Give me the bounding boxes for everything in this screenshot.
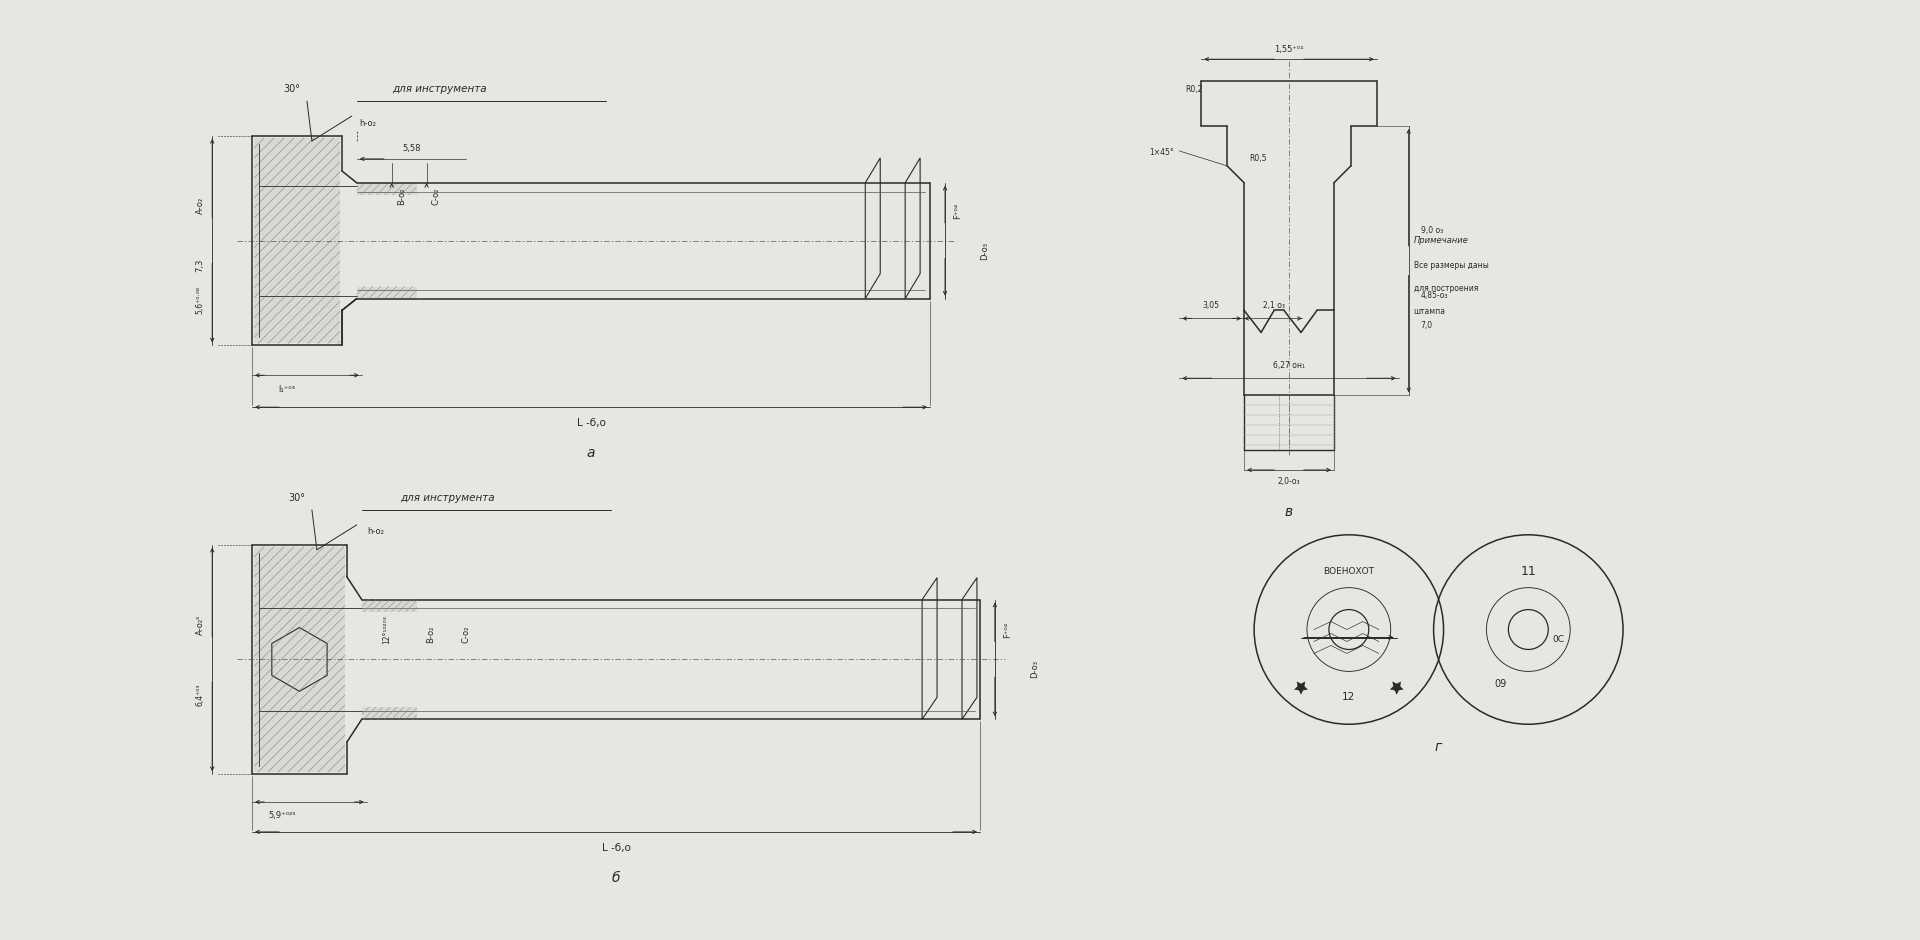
Bar <box>253 138 340 343</box>
Text: для построения: для построения <box>1413 284 1478 293</box>
Text: в: в <box>1284 505 1292 519</box>
Text: 2,1 o₃: 2,1 o₃ <box>1263 301 1284 310</box>
Text: B-o₂: B-o₂ <box>426 626 436 643</box>
Text: A-o₂: A-o₂ <box>196 197 205 214</box>
Text: г: г <box>1434 740 1442 754</box>
Text: h-o₂: h-o₂ <box>367 527 384 537</box>
Bar <box>357 287 417 299</box>
Text: D-o₃: D-o₃ <box>979 242 989 259</box>
Text: 4,85-o₃: 4,85-o₃ <box>1421 291 1448 300</box>
Text: A-o₂⁵: A-o₂⁵ <box>196 615 205 634</box>
Polygon shape <box>1294 682 1308 695</box>
Text: F⁺⁰⁴: F⁺⁰⁴ <box>1002 621 1012 637</box>
Bar <box>253 547 346 772</box>
Text: 3,05: 3,05 <box>1202 301 1219 310</box>
Text: 1,55⁺⁰¹: 1,55⁺⁰¹ <box>1275 45 1304 54</box>
Bar <box>361 600 417 612</box>
Text: Все размеры даны: Все размеры даны <box>1413 261 1488 270</box>
Text: 12°¹⁰²⁰³: 12°¹⁰²⁰³ <box>382 615 390 644</box>
Text: 6,27 oн₁: 6,27 oн₁ <box>1273 361 1306 369</box>
Text: 5,58: 5,58 <box>403 145 420 153</box>
Text: ВОЕНОХОТ: ВОЕНОХОТ <box>1323 567 1375 576</box>
Text: D-o₃: D-o₃ <box>1029 661 1039 679</box>
Text: 2,0-o₃: 2,0-o₃ <box>1277 478 1300 487</box>
Text: R0,2: R0,2 <box>1185 85 1202 94</box>
Text: 7,3: 7,3 <box>196 258 205 273</box>
Text: 0С: 0С <box>1551 635 1565 644</box>
Text: F⁺⁰⁴: F⁺⁰⁴ <box>952 203 962 219</box>
Text: l₁⁺⁰³: l₁⁺⁰³ <box>278 384 296 394</box>
Text: L -б,о: L -б,о <box>601 843 630 853</box>
Text: L -б,о: L -б,о <box>576 418 605 428</box>
Text: a: a <box>588 446 595 460</box>
Text: 11: 11 <box>1521 565 1536 578</box>
Text: 12: 12 <box>1342 693 1356 702</box>
Text: 1×45°: 1×45° <box>1150 149 1175 157</box>
Text: 5,6⁺⁰·⁰⁸: 5,6⁺⁰·⁰⁸ <box>196 287 205 315</box>
Text: B-o₂: B-o₂ <box>397 187 405 205</box>
Text: 30°: 30° <box>288 493 305 503</box>
Text: 9,0 o₃: 9,0 o₃ <box>1421 227 1444 235</box>
Text: для инструмента: для инструмента <box>392 84 486 94</box>
Text: h-o₂: h-o₂ <box>359 118 376 128</box>
Bar <box>357 183 417 195</box>
Text: 09: 09 <box>1494 680 1507 689</box>
Text: Примечание: Примечание <box>1413 236 1469 245</box>
Text: 30°: 30° <box>284 84 300 94</box>
Text: штампа: штампа <box>1413 307 1446 316</box>
Text: 7,0: 7,0 <box>1421 321 1432 330</box>
Polygon shape <box>1390 682 1404 695</box>
Text: R0,5: R0,5 <box>1250 154 1267 164</box>
Text: для инструмента: для инструмента <box>399 493 493 503</box>
Text: 5,9⁺⁰²⁵: 5,9⁺⁰²⁵ <box>269 811 296 821</box>
Text: 6,4⁺⁰³: 6,4⁺⁰³ <box>196 683 205 706</box>
Bar <box>361 707 417 719</box>
Text: C-o₂: C-o₂ <box>461 626 470 643</box>
Text: б: б <box>612 870 620 885</box>
Text: C-o₂: C-o₂ <box>432 187 440 205</box>
